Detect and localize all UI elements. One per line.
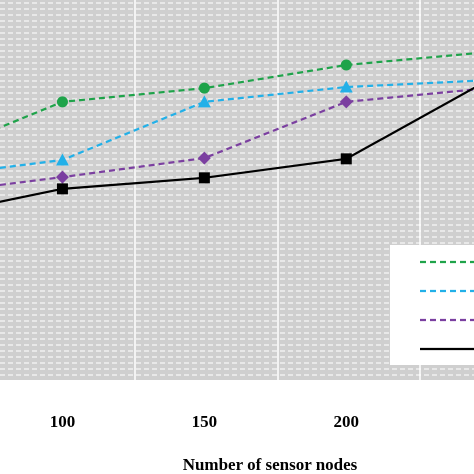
marker	[197, 95, 211, 108]
series-layer	[0, 52, 474, 203]
marker	[340, 153, 352, 165]
marker	[55, 153, 69, 166]
marker	[55, 170, 69, 184]
marker	[339, 95, 353, 109]
x-tick-label: 150	[192, 412, 218, 431]
marker	[198, 172, 210, 184]
x-tick-label: 100	[50, 412, 76, 431]
series-line	[0, 88, 474, 187]
series-line	[0, 79, 474, 169]
marker	[197, 151, 211, 165]
marker	[56, 96, 68, 108]
x-axis-label: Number of sensor nodes	[183, 455, 358, 474]
x-tick-label: 200	[334, 412, 360, 431]
marker	[339, 80, 353, 93]
legend-samples	[420, 260, 474, 351]
marker	[198, 82, 210, 94]
legend	[390, 245, 474, 365]
marker	[340, 59, 352, 71]
marker	[56, 183, 68, 195]
